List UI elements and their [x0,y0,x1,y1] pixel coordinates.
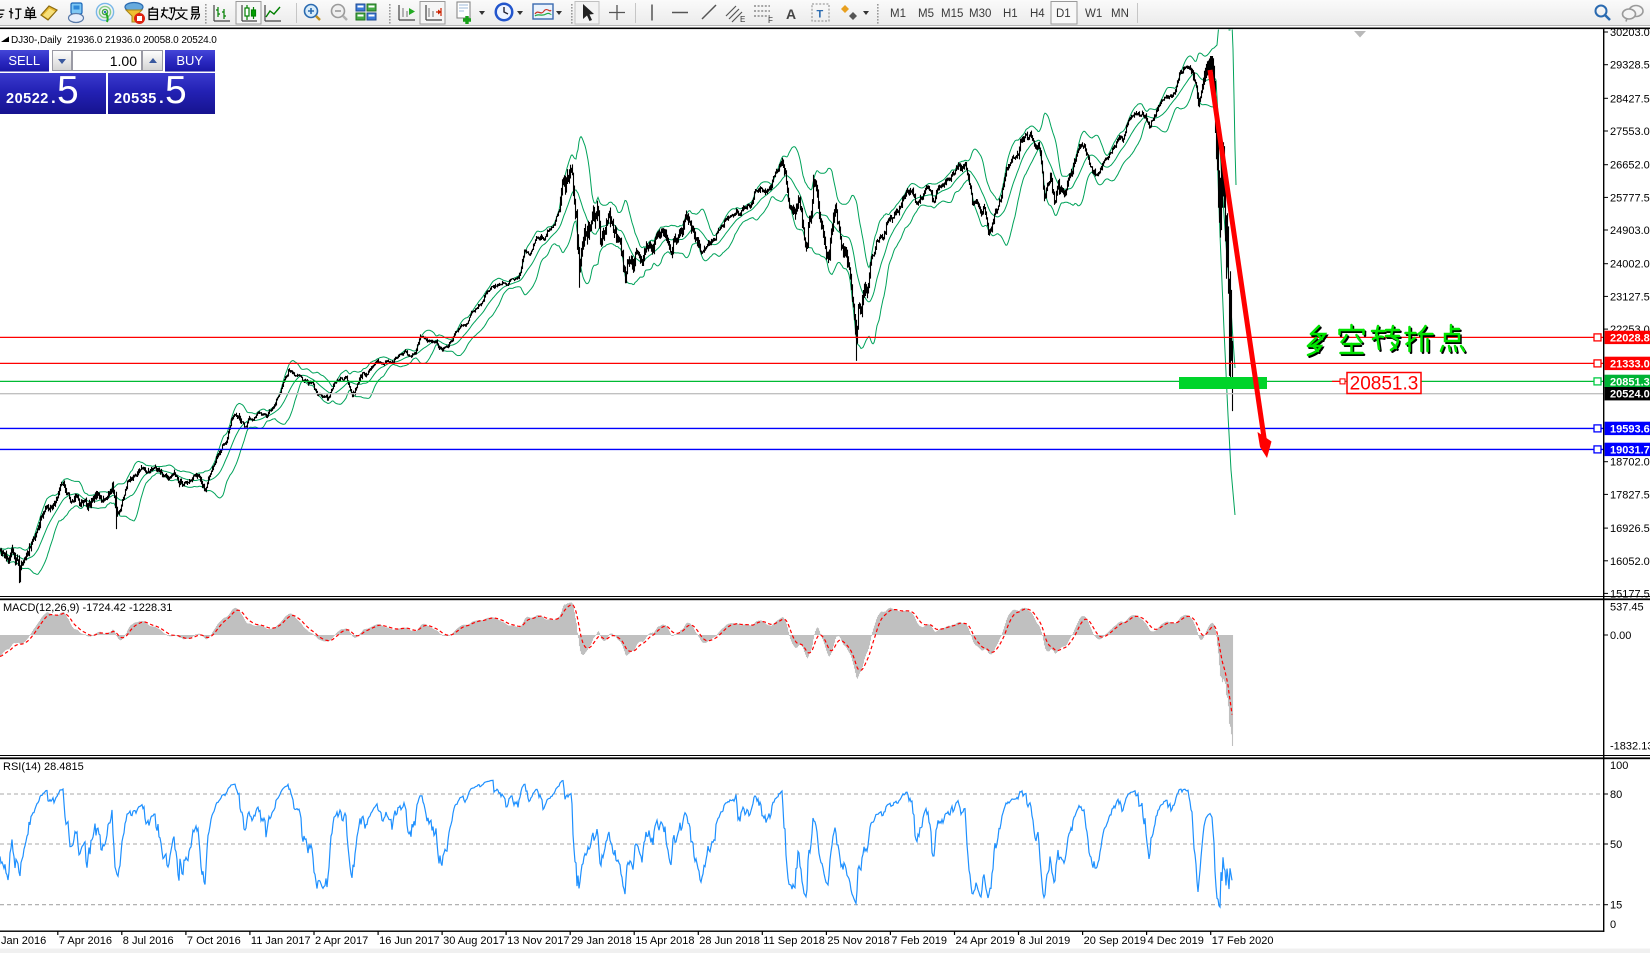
svg-text:20 Sep 2019: 20 Sep 2019 [1084,935,1146,947]
svg-text:E: E [740,15,745,24]
svg-text:20524.0: 20524.0 [1610,389,1650,401]
svg-text:0.00: 0.00 [1610,630,1631,642]
svg-text:24903.0: 24903.0 [1610,225,1650,237]
svg-text:7 Apr 2016: 7 Apr 2016 [59,935,112,947]
svg-text:8 Jul 2019: 8 Jul 2019 [1020,935,1071,947]
svg-text:M30: M30 [969,8,991,20]
svg-text:H4: H4 [1030,8,1045,20]
svg-text:25 Nov 2018: 25 Nov 2018 [827,935,889,947]
svg-text:15177.5: 15177.5 [1610,588,1650,600]
svg-text:11 Sep 2018: 11 Sep 2018 [763,935,825,947]
svg-text:17827.5: 17827.5 [1610,489,1650,501]
svg-text:22028.8: 22028.8 [1610,332,1650,344]
svg-text:15: 15 [1610,900,1622,912]
svg-text:13 Nov 2017: 13 Nov 2017 [507,935,569,947]
svg-text:7 Feb 2019: 7 Feb 2019 [891,935,947,947]
svg-text:2 Apr 2017: 2 Apr 2017 [315,935,368,947]
svg-text:18702.0: 18702.0 [1610,457,1650,469]
svg-text:30 Aug 2017: 30 Aug 2017 [443,935,505,947]
svg-text:24 Apr 2019: 24 Apr 2019 [956,935,1015,947]
svg-text:29 Jan 2018: 29 Jan 2018 [571,935,632,947]
svg-text:M1: M1 [890,8,906,20]
svg-text:16 Jun 2017: 16 Jun 2017 [379,935,440,947]
svg-text:29328.5: 29328.5 [1610,60,1650,72]
svg-text:4 Dec 2019: 4 Dec 2019 [1148,935,1204,947]
svg-text:27553.0: 27553.0 [1610,126,1650,138]
svg-text:M15: M15 [941,8,963,20]
svg-text:26652.0: 26652.0 [1610,160,1650,172]
svg-text:30203.0: 30203.0 [1610,27,1650,39]
svg-text:19593.6: 19593.6 [1610,423,1650,435]
svg-text:21333.0: 21333.0 [1610,358,1650,370]
svg-text:20851.3: 20851.3 [1350,374,1419,395]
svg-text:16052.0: 16052.0 [1610,556,1650,568]
svg-text:-1832.13: -1832.13 [1610,741,1650,753]
svg-text:MACD(12,26,9) -1724.42 -1228.3: MACD(12,26,9) -1724.42 -1228.31 [3,602,172,614]
svg-text:RSI(14) 28.4815: RSI(14) 28.4815 [3,761,84,773]
svg-text:100: 100 [1610,760,1628,772]
svg-text:H1: H1 [1003,8,1018,20]
svg-text:25777.5: 25777.5 [1610,192,1650,204]
svg-text:T: T [817,9,824,21]
svg-text:16926.5: 16926.5 [1610,523,1650,535]
svg-text:15 Apr 2018: 15 Apr 2018 [635,935,694,947]
svg-text:19031.7: 19031.7 [1610,444,1650,456]
svg-text:50: 50 [1610,839,1622,851]
svg-text:W1: W1 [1085,8,1102,20]
svg-text:80: 80 [1610,789,1622,801]
svg-text:M5: M5 [918,8,934,20]
svg-text:A: A [786,6,796,22]
svg-text:23127.5: 23127.5 [1610,291,1650,303]
svg-text:28 Jun 2018: 28 Jun 2018 [699,935,760,947]
svg-text:11 Jan 2017: 11 Jan 2017 [251,935,311,947]
svg-text:0: 0 [1610,919,1616,931]
svg-text:24002.0: 24002.0 [1610,259,1650,271]
svg-text:7 Oct 2016: 7 Oct 2016 [187,935,241,947]
svg-text:537.45: 537.45 [1610,602,1644,614]
svg-text:F: F [768,16,773,25]
svg-text:Jan 2016: Jan 2016 [1,935,46,947]
svg-text:8 Jul 2016: 8 Jul 2016 [123,935,174,947]
svg-text:MN: MN [1111,8,1129,20]
svg-text:DJ30-,Daily 21936.0 21936.0 2: DJ30-,Daily 21936.0 21936.0 20058.0 2052… [11,35,217,46]
svg-text:D1: D1 [1056,8,1071,20]
svg-text:20851.3: 20851.3 [1610,376,1650,388]
svg-text:28427.5: 28427.5 [1610,93,1650,105]
svg-text:17 Feb 2020: 17 Feb 2020 [1212,935,1274,947]
